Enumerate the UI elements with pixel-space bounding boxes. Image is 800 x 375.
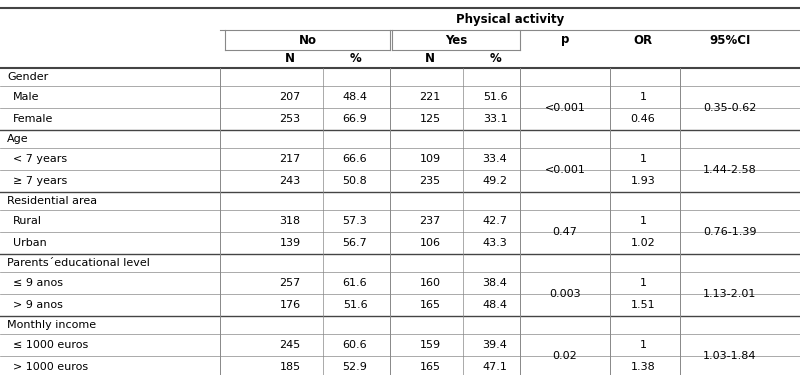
Text: > 1000 euros: > 1000 euros	[13, 362, 88, 372]
Text: Residential area: Residential area	[7, 196, 97, 206]
Text: 1.93: 1.93	[630, 176, 655, 186]
Text: No: No	[298, 33, 317, 46]
Text: 61.6: 61.6	[342, 278, 367, 288]
Text: 47.1: 47.1	[482, 362, 507, 372]
Text: 52.9: 52.9	[342, 362, 367, 372]
Text: 318: 318	[279, 216, 301, 226]
Text: 1.38: 1.38	[630, 362, 655, 372]
Text: 1: 1	[639, 278, 646, 288]
Text: Rural: Rural	[13, 216, 42, 226]
Text: 1: 1	[639, 216, 646, 226]
Text: %: %	[349, 53, 361, 66]
Text: 1: 1	[639, 92, 646, 102]
Text: 50.8: 50.8	[342, 176, 367, 186]
Text: p: p	[561, 33, 569, 46]
Text: Urban: Urban	[13, 238, 46, 248]
Text: 1.03-1.84: 1.03-1.84	[703, 351, 757, 361]
Text: 237: 237	[419, 216, 441, 226]
Text: 160: 160	[419, 278, 441, 288]
Text: 33.4: 33.4	[482, 154, 507, 164]
Text: 159: 159	[419, 340, 441, 350]
Text: 235: 235	[419, 176, 441, 186]
Text: 0.76-1.39: 0.76-1.39	[703, 227, 757, 237]
Text: 39.4: 39.4	[482, 340, 507, 350]
Text: Gender: Gender	[7, 72, 48, 82]
Text: 221: 221	[419, 92, 441, 102]
Text: 33.1: 33.1	[482, 114, 507, 124]
Text: 48.4: 48.4	[482, 300, 507, 310]
Text: 0.46: 0.46	[630, 114, 655, 124]
Text: 60.6: 60.6	[342, 340, 367, 350]
Text: <0.001: <0.001	[545, 165, 586, 175]
Text: Monthly income: Monthly income	[7, 320, 96, 330]
Text: 139: 139	[279, 238, 301, 248]
Text: 185: 185	[279, 362, 301, 372]
Text: 1.44-2.58: 1.44-2.58	[703, 165, 757, 175]
Text: 0.47: 0.47	[553, 227, 578, 237]
Text: 125: 125	[419, 114, 441, 124]
Text: 66.6: 66.6	[342, 154, 367, 164]
Text: Age: Age	[7, 134, 29, 144]
Text: N: N	[425, 53, 435, 66]
Text: 57.3: 57.3	[342, 216, 367, 226]
Text: ≤ 9 anos: ≤ 9 anos	[13, 278, 63, 288]
Text: 1.02: 1.02	[630, 238, 655, 248]
Text: 43.3: 43.3	[482, 238, 507, 248]
Text: Parents´educational level: Parents´educational level	[7, 258, 150, 268]
Text: 51.6: 51.6	[342, 300, 367, 310]
Text: 1: 1	[639, 340, 646, 350]
Text: Male: Male	[13, 92, 39, 102]
Text: Physical activity: Physical activity	[456, 12, 564, 26]
Text: 1.51: 1.51	[630, 300, 655, 310]
Text: OR: OR	[634, 33, 653, 46]
Text: 48.4: 48.4	[342, 92, 367, 102]
Text: 1: 1	[639, 154, 646, 164]
Text: 42.7: 42.7	[482, 216, 507, 226]
Text: 0.35-0.62: 0.35-0.62	[703, 103, 757, 113]
Text: 109: 109	[419, 154, 441, 164]
Text: %: %	[489, 53, 501, 66]
Text: 165: 165	[419, 362, 441, 372]
Text: 49.2: 49.2	[482, 176, 507, 186]
Text: 165: 165	[419, 300, 441, 310]
Text: ≥ 7 years: ≥ 7 years	[13, 176, 67, 186]
Text: 245: 245	[279, 340, 301, 350]
Text: Yes: Yes	[445, 33, 467, 46]
Text: 0.02: 0.02	[553, 351, 578, 361]
Text: 51.6: 51.6	[482, 92, 507, 102]
Text: 176: 176	[279, 300, 301, 310]
Text: 253: 253	[279, 114, 301, 124]
Text: > 9 anos: > 9 anos	[13, 300, 63, 310]
Text: 0.003: 0.003	[549, 289, 581, 299]
Text: Female: Female	[13, 114, 54, 124]
Text: 66.9: 66.9	[342, 114, 367, 124]
Text: 1.13-2.01: 1.13-2.01	[703, 289, 757, 299]
Text: 257: 257	[279, 278, 301, 288]
Text: 95%CI: 95%CI	[710, 33, 750, 46]
Text: 207: 207	[279, 92, 301, 102]
Text: 106: 106	[419, 238, 441, 248]
Text: 56.7: 56.7	[342, 238, 367, 248]
Text: ≤ 1000 euros: ≤ 1000 euros	[13, 340, 88, 350]
Text: < 7 years: < 7 years	[13, 154, 67, 164]
Text: 38.4: 38.4	[482, 278, 507, 288]
Text: <0.001: <0.001	[545, 103, 586, 113]
Text: 217: 217	[279, 154, 301, 164]
Text: N: N	[285, 53, 295, 66]
Text: 243: 243	[279, 176, 301, 186]
